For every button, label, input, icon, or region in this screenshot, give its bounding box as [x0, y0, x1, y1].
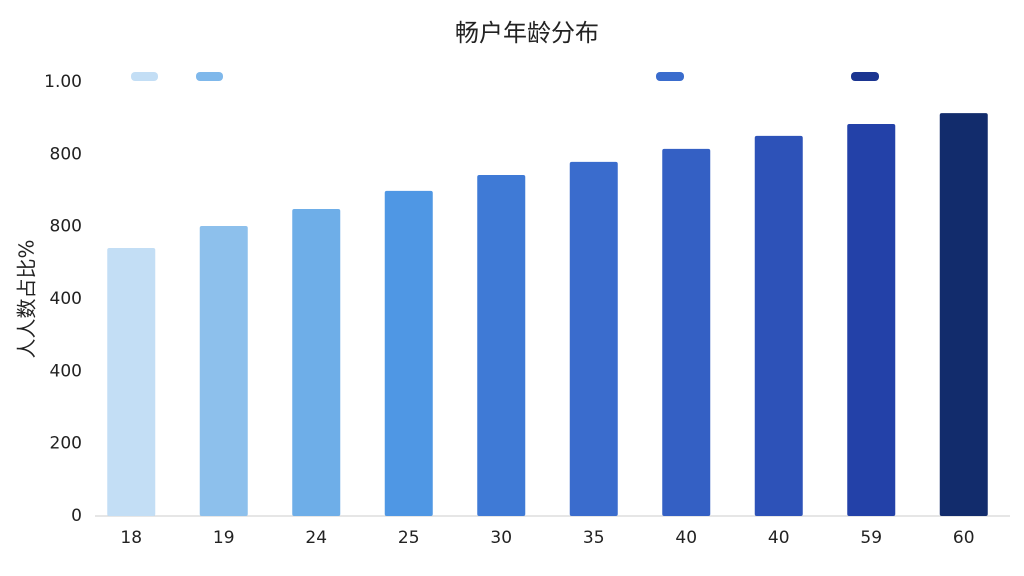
bar — [754, 135, 803, 516]
x-tick-label: 30 — [490, 528, 512, 548]
x-tick-label: 59 — [860, 528, 882, 548]
legend-swatch — [196, 72, 223, 81]
x-tick-label: 24 — [305, 528, 327, 548]
bar — [384, 190, 433, 516]
x-tick-label: 40 — [768, 528, 790, 548]
x-tick-label: 19 — [213, 528, 235, 548]
bar — [107, 248, 156, 516]
legend-swatch — [851, 72, 879, 81]
legend-swatch — [656, 72, 684, 81]
legend-swatch — [131, 72, 158, 81]
x-tick-label: 35 — [583, 528, 605, 548]
x-tick-label: 18 — [120, 528, 142, 548]
y-tick-label: 800 — [50, 144, 82, 164]
chart-title: 畅户年龄分布 — [455, 19, 599, 47]
y-tick-label: 200 — [50, 434, 82, 454]
bar — [847, 123, 896, 516]
y-tick-label: 800 — [50, 217, 82, 237]
y-axis-label: 人人数占比% — [15, 239, 39, 358]
bar — [199, 225, 248, 516]
bar — [662, 148, 711, 517]
bar — [292, 208, 341, 516]
bar — [477, 174, 526, 516]
y-tick-label: 400 — [50, 289, 82, 309]
x-tick-label: 40 — [675, 528, 697, 548]
x-tick-label: 25 — [398, 528, 420, 548]
y-tick-label: 0 — [71, 506, 82, 526]
x-tick-label: 60 — [953, 528, 975, 548]
y-tick-label: 400 — [50, 361, 82, 381]
y-tick-label: 1.00 — [44, 72, 82, 92]
bar — [939, 113, 988, 516]
bar — [569, 161, 618, 516]
